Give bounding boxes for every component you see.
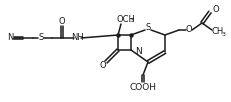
Text: CH: CH <box>211 28 223 37</box>
Text: O: O <box>58 18 65 27</box>
Text: S: S <box>145 23 150 33</box>
Text: OCH: OCH <box>116 14 135 23</box>
Text: O: O <box>185 26 191 34</box>
Text: O: O <box>99 62 106 70</box>
Text: NH: NH <box>71 33 84 43</box>
Text: N: N <box>7 33 13 43</box>
Text: S: S <box>38 33 43 43</box>
Text: COOH: COOH <box>129 84 156 93</box>
Text: 3: 3 <box>221 32 225 37</box>
Text: O: O <box>212 4 219 13</box>
Text: 3: 3 <box>129 18 134 23</box>
Text: N: N <box>134 48 141 57</box>
